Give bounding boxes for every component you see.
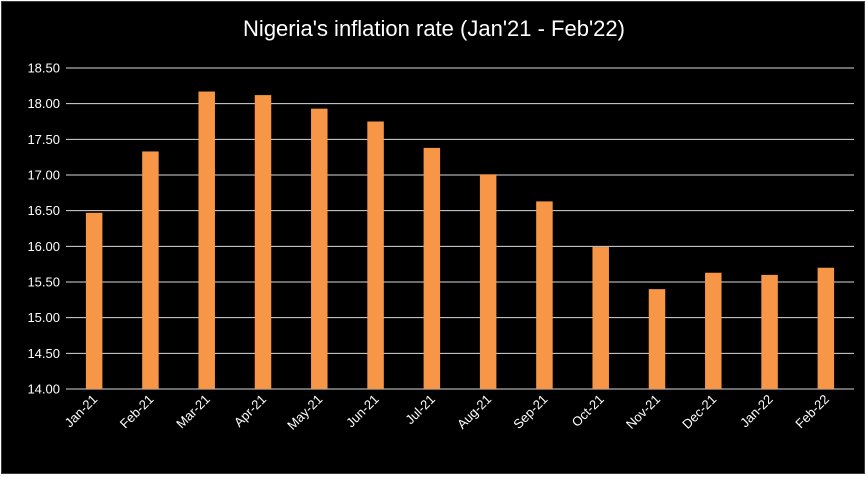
y-tick-label: 15.50 xyxy=(27,275,60,290)
y-tick-label: 15.00 xyxy=(27,310,60,325)
bar xyxy=(817,267,835,389)
bar xyxy=(198,91,215,389)
y-tick-label: 16.50 xyxy=(27,203,60,218)
y-tick-label: 18.00 xyxy=(27,96,60,111)
y-tick-label: 18.50 xyxy=(27,61,60,76)
bar xyxy=(142,151,159,389)
y-tick-label: 17.50 xyxy=(27,132,60,147)
x-axis-ticks: Jan-21 Feb-21 Mar-21 Apr-21 May-21 Jun-21 Jul-… xyxy=(62,392,832,433)
x-tick-label: Feb-21 xyxy=(117,392,157,432)
x-tick-label: Nov-21 xyxy=(623,392,663,432)
x-tick-label: Jul-21 xyxy=(402,392,438,428)
y-tick-label: 16.00 xyxy=(27,239,60,254)
x-tick-label: Dec-21 xyxy=(679,392,719,432)
x-tick-label: May-21 xyxy=(284,392,325,433)
x-tick-label: Apr-21 xyxy=(231,392,269,430)
y-tick-label: 17.00 xyxy=(27,168,60,183)
chart-title: Nigeria's inflation rate (Jan'21 - Feb'2… xyxy=(243,16,625,41)
x-tick-label: Jan-22 xyxy=(737,392,776,431)
x-tick-label: Jun-21 xyxy=(343,392,382,431)
bar xyxy=(648,289,666,389)
x-tick-label: Feb-22 xyxy=(792,392,832,432)
bar xyxy=(479,174,497,389)
bar xyxy=(367,121,384,389)
x-tick-label: Oct-21 xyxy=(569,392,607,430)
bar xyxy=(423,147,441,389)
bar xyxy=(705,272,722,389)
y-axis-ticks: 14.00 14.50 15.00 15.50 16.00 16.50 17.00 17.50… xyxy=(27,61,60,397)
x-tick-label: Aug-21 xyxy=(454,392,494,432)
x-tick-label: Mar-21 xyxy=(173,392,213,432)
bar xyxy=(85,212,103,389)
bars xyxy=(85,91,835,390)
x-tick-label: Sep-21 xyxy=(510,392,550,432)
bar xyxy=(311,108,328,389)
bar xyxy=(592,247,609,389)
x-tick-label: Jan-21 xyxy=(62,392,101,431)
bar xyxy=(761,274,778,389)
y-tick-label: 14.00 xyxy=(27,382,60,397)
bar xyxy=(254,95,272,390)
y-tick-label: 14.50 xyxy=(27,346,60,361)
gridlines xyxy=(66,67,854,390)
bar xyxy=(536,201,553,389)
